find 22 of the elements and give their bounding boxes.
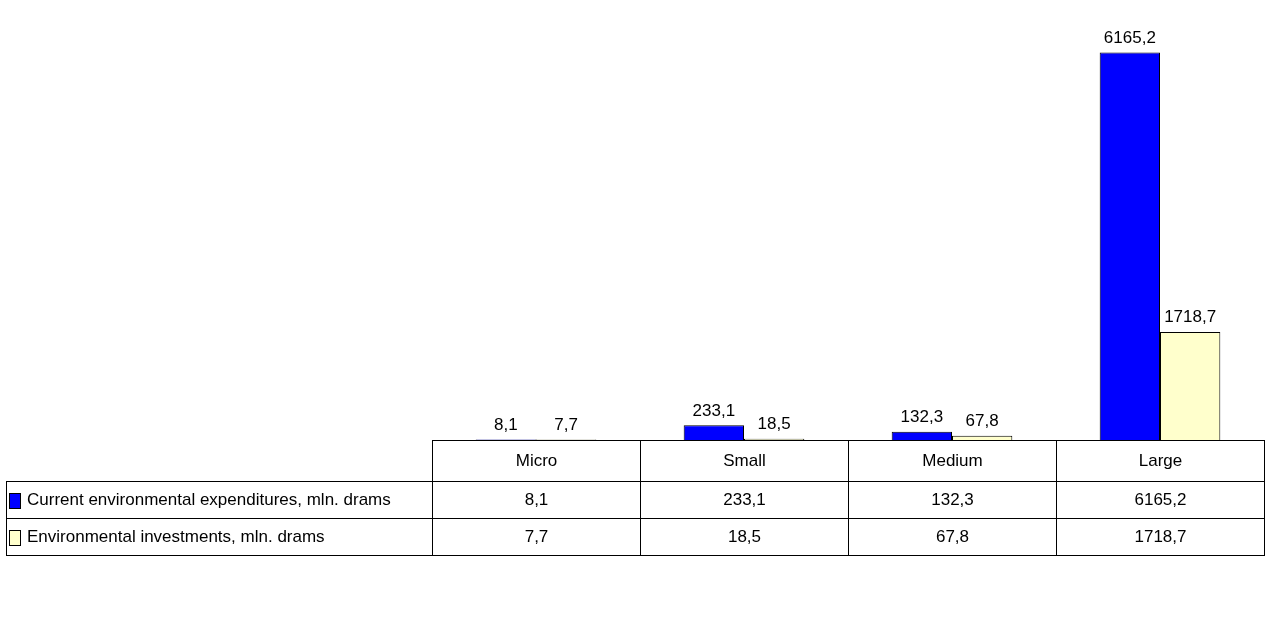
data-label: 67,8 (848, 518, 1057, 556)
text: 67,8 (965, 410, 999, 430)
data-label: 132,3 (848, 481, 1057, 519)
data-label: 233,1 (640, 481, 849, 519)
x-tick-label: Medium (848, 440, 1057, 482)
legend-label: Environmental investments, mln. drams (27, 526, 325, 548)
data-label: 6165,2 (1056, 481, 1265, 519)
text: 233,1 (692, 400, 736, 420)
data-label: 18,5 (640, 518, 849, 556)
x-tick-label: Micro (432, 440, 641, 482)
text: 132,3 (900, 406, 944, 426)
data-label: 8,1 (432, 481, 641, 519)
text: 18,5 (757, 414, 791, 434)
x-tick-label: Large (1056, 440, 1265, 482)
data-label: 7,7 (432, 518, 641, 556)
text: 1718,7 (1164, 307, 1217, 327)
text: 8,1 (494, 414, 518, 434)
x-tick-label: Small (640, 440, 849, 482)
text: 7,7 (554, 414, 578, 434)
legend-label: Current environmental expenditures, mln. drams (27, 489, 391, 511)
data-label: 1718,7 (1056, 518, 1265, 556)
text: 6165,2 (1103, 27, 1156, 47)
